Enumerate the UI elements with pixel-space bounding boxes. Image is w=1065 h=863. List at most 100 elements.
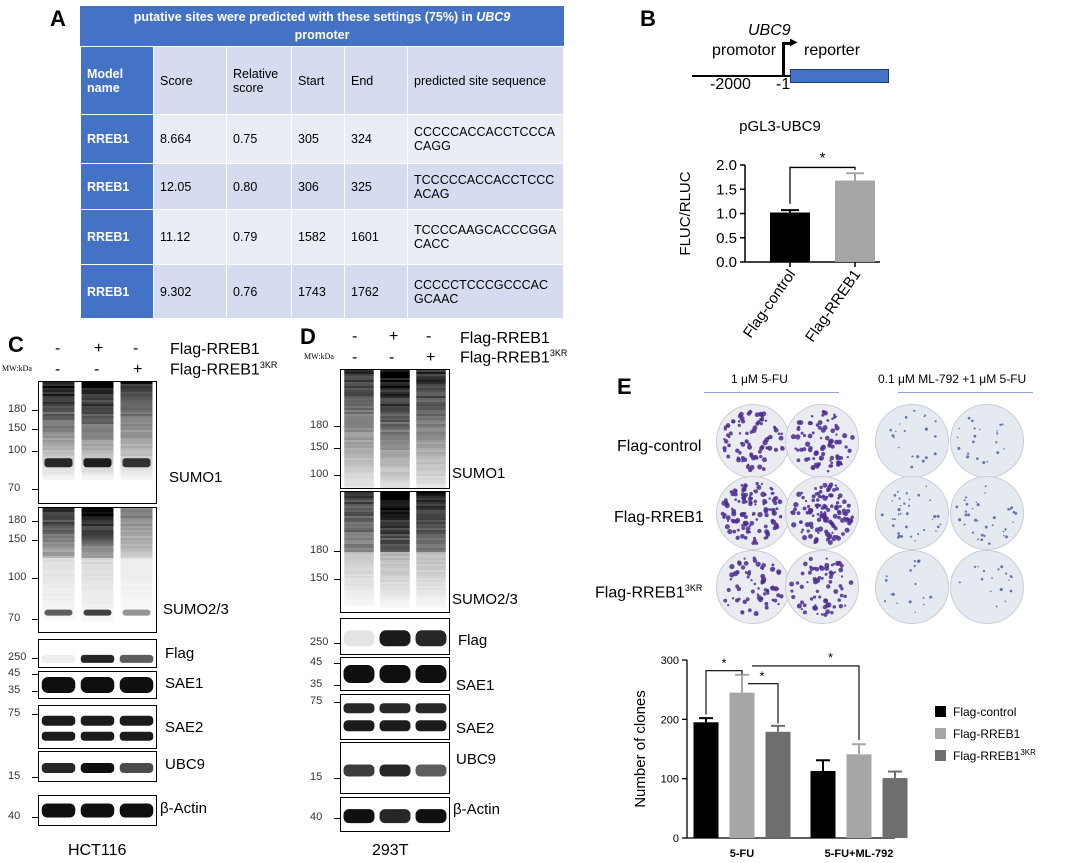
blot-smear bbox=[380, 462, 410, 464]
blot-smear bbox=[81, 510, 114, 512]
blot-smear bbox=[416, 462, 446, 464]
blot-smear bbox=[344, 584, 374, 586]
blot-smear bbox=[380, 516, 410, 518]
blot-band bbox=[119, 677, 154, 693]
colony-plate bbox=[950, 550, 1024, 624]
blot-smear bbox=[380, 478, 410, 480]
blot-smear bbox=[344, 494, 374, 496]
blot-smear bbox=[380, 568, 410, 570]
colony bbox=[891, 434, 895, 438]
c-r1-l1: - bbox=[55, 340, 61, 357]
colony bbox=[996, 451, 1000, 455]
blot-smear bbox=[344, 592, 374, 594]
c-mw-marker: 180 bbox=[8, 514, 27, 526]
blot-smear bbox=[380, 480, 410, 482]
blot-smear bbox=[344, 436, 374, 438]
colony bbox=[813, 566, 817, 570]
blot-smear bbox=[42, 472, 75, 474]
blot-smear bbox=[81, 422, 114, 424]
blot-smear bbox=[344, 496, 374, 498]
colony bbox=[825, 557, 828, 560]
panel-label-a: A bbox=[50, 6, 66, 31]
blot-smear bbox=[416, 592, 446, 594]
schematic-reporter: reporter bbox=[804, 42, 861, 59]
d-label-sumo2-3: SUMO2/3 bbox=[452, 591, 518, 608]
blot-smear bbox=[416, 604, 446, 606]
blot-smear bbox=[120, 554, 153, 556]
colony bbox=[980, 533, 984, 537]
blot-smear bbox=[380, 398, 410, 400]
blot-smear bbox=[120, 448, 153, 450]
c-mw-marker: 150 bbox=[8, 422, 27, 434]
colony bbox=[833, 589, 839, 594]
schematic-gene: UBC9 bbox=[748, 22, 791, 39]
colony bbox=[830, 563, 834, 567]
blot-smear bbox=[120, 540, 153, 542]
blot-smear bbox=[42, 604, 75, 606]
colony bbox=[916, 455, 920, 459]
blot-smear bbox=[81, 436, 114, 438]
d-blot-flag bbox=[340, 618, 450, 655]
blot-smear bbox=[81, 428, 114, 430]
blot-smear bbox=[42, 450, 75, 452]
blot-smear bbox=[416, 576, 446, 578]
colony bbox=[764, 605, 769, 610]
blot-band bbox=[415, 703, 447, 714]
colony bbox=[764, 500, 768, 504]
c-mw-tick bbox=[32, 540, 38, 541]
blot-smear bbox=[81, 576, 114, 578]
blot-smear bbox=[81, 524, 114, 526]
blot-smear bbox=[416, 426, 446, 428]
blot-band bbox=[80, 715, 115, 726]
blot-smear bbox=[81, 606, 114, 608]
c-mw-marker: 250 bbox=[8, 651, 27, 663]
blot-smear bbox=[380, 508, 410, 510]
panel-label-e: E bbox=[617, 374, 632, 399]
blot-smear bbox=[380, 376, 410, 378]
blot-smear bbox=[416, 476, 446, 478]
blot-smear bbox=[42, 446, 75, 448]
colony bbox=[756, 484, 762, 490]
colony bbox=[790, 434, 796, 440]
colony bbox=[818, 489, 823, 494]
colony bbox=[891, 500, 894, 502]
blot-smear bbox=[81, 594, 114, 596]
blot-smear bbox=[380, 388, 410, 390]
blot-smear bbox=[344, 380, 374, 382]
blot-smear bbox=[42, 540, 75, 542]
blot-smear bbox=[380, 440, 410, 442]
blot-smear bbox=[120, 398, 153, 400]
blot-smear bbox=[120, 436, 153, 438]
colony bbox=[895, 430, 897, 433]
colony bbox=[820, 444, 827, 450]
blot-smear bbox=[416, 450, 446, 452]
colony bbox=[841, 532, 845, 536]
colony-dots bbox=[956, 416, 1005, 465]
d-mw-marker: 40 bbox=[310, 811, 323, 823]
colony bbox=[796, 420, 802, 425]
colony bbox=[837, 515, 841, 520]
blot-smear bbox=[344, 598, 374, 600]
colony bbox=[891, 592, 895, 596]
blot-smear bbox=[344, 528, 374, 530]
blot-smear bbox=[81, 402, 114, 404]
x-tick-label: Flag-control bbox=[740, 267, 799, 342]
colony bbox=[806, 529, 810, 533]
blot-smear bbox=[344, 546, 374, 548]
blot-smear bbox=[416, 408, 446, 410]
colony bbox=[843, 594, 847, 599]
blot-smear bbox=[416, 478, 446, 480]
e-row-control: Flag-control bbox=[617, 438, 702, 455]
blot-smear bbox=[344, 566, 374, 568]
blot-smear bbox=[81, 476, 114, 478]
colony bbox=[811, 494, 816, 499]
blot-smear bbox=[380, 476, 410, 478]
chart-b: 0.0 0.5 1.0 1.5 2.0 FLUC/RLUC Flag-control Flag… bbox=[677, 149, 880, 345]
blot-smear bbox=[120, 530, 153, 532]
blot-smear bbox=[120, 422, 153, 424]
colony bbox=[790, 510, 794, 514]
colony bbox=[813, 462, 819, 468]
cell: 0.75 bbox=[226, 114, 292, 164]
blot-smear bbox=[344, 470, 374, 472]
blot-smear bbox=[42, 592, 75, 594]
